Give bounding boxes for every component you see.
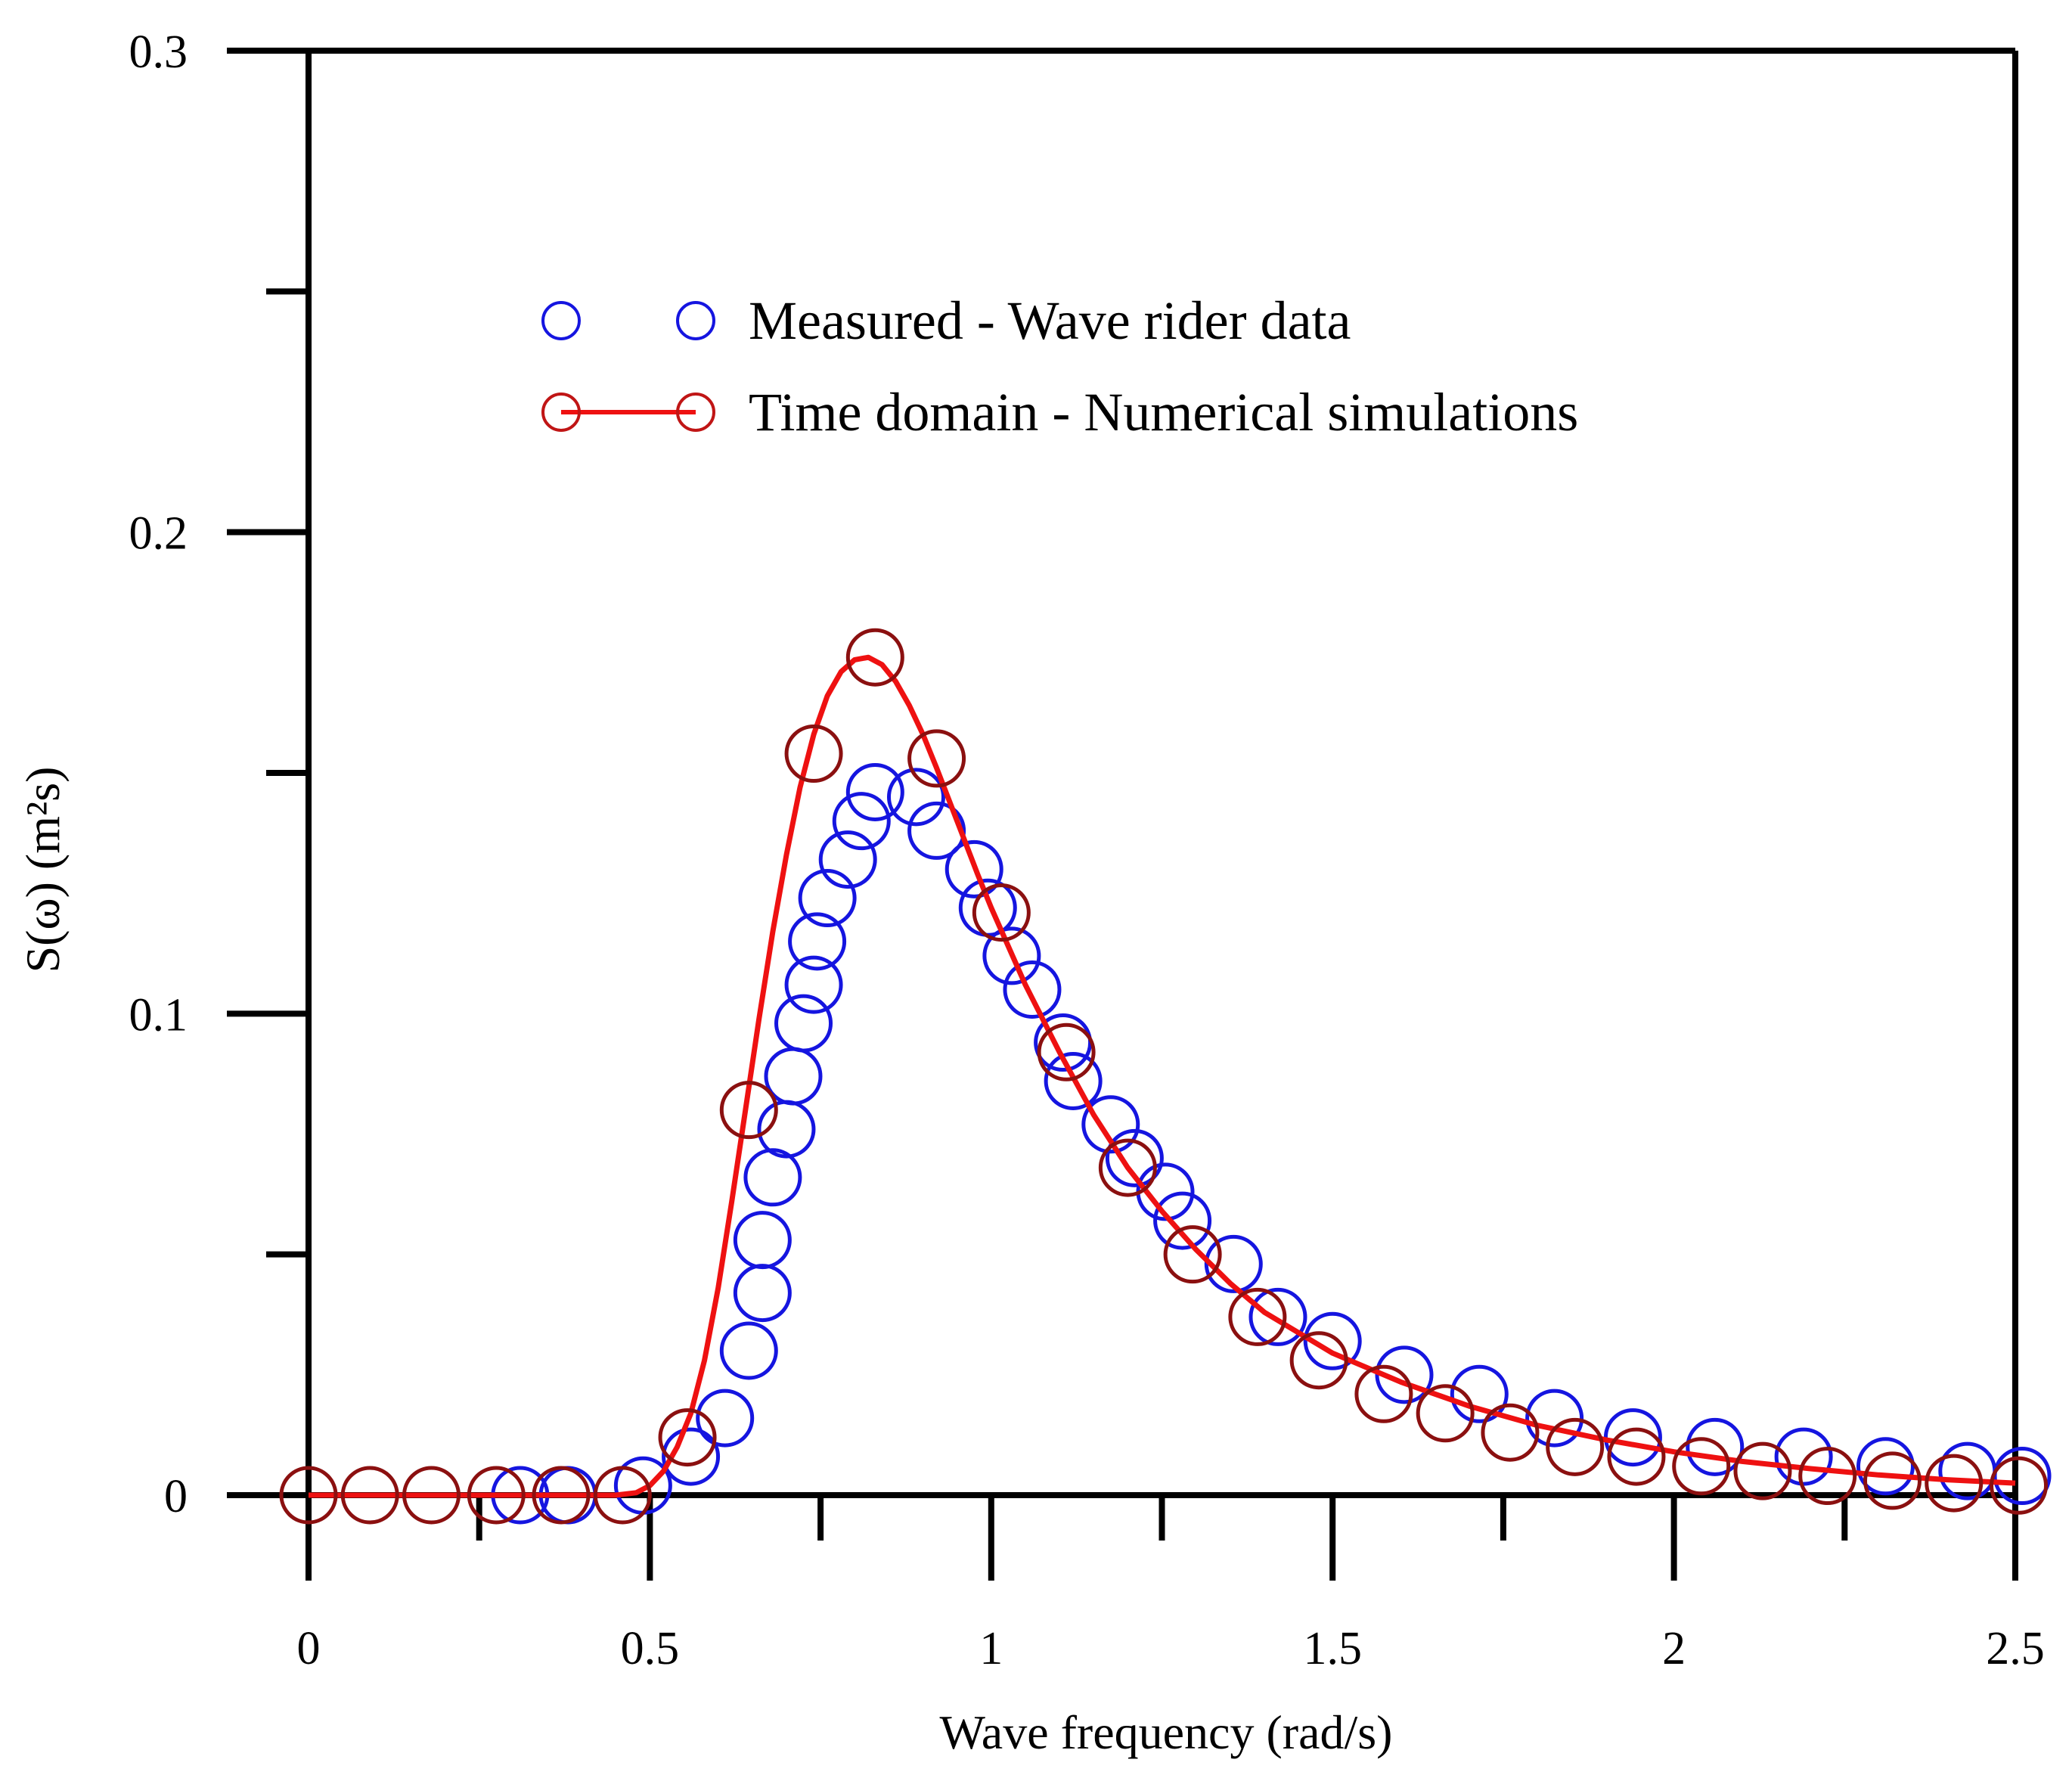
x-tick-label: 0 <box>297 1623 321 1674</box>
simulation-point <box>1733 1441 1792 1500</box>
simulation-point <box>845 628 904 687</box>
measured-point <box>907 801 966 860</box>
simulation-point <box>658 1408 717 1467</box>
measured-point <box>832 792 891 851</box>
simulation-point <box>1990 1456 2049 1515</box>
y-major-ticks <box>227 48 309 1498</box>
simulation-point <box>1416 1384 1475 1443</box>
x-tick-label: 2.5 <box>1986 1623 2045 1674</box>
x-tick-label: 1 <box>979 1623 1003 1674</box>
simulation-point <box>1546 1417 1605 1476</box>
simulation-point <box>907 729 966 788</box>
legend-measured-marker-2 <box>676 301 715 340</box>
simulation-point <box>972 883 1031 942</box>
simulation-point <box>1228 1287 1287 1346</box>
measured-point <box>1153 1191 1212 1250</box>
measured-point <box>982 926 1041 985</box>
x-major-ticks <box>306 1495 2018 1581</box>
measured-point <box>1856 1437 1915 1496</box>
measured-point <box>1003 960 1062 1019</box>
simulation-point <box>467 1466 526 1525</box>
y-tick-label: 0 <box>164 1471 188 1522</box>
simulation-point <box>1798 1447 1857 1506</box>
y-tick-label: 0.2 <box>129 508 188 560</box>
legend-simulation-marker-1 <box>541 393 581 432</box>
x-tick-labels: 0 0.5 1 1.5 2 2.5 <box>297 1623 2045 1674</box>
y-minor-ticks <box>266 288 309 1258</box>
simulation-point <box>1037 1022 1096 1081</box>
measured-point <box>743 1148 802 1207</box>
legend: Measured - Wave rider data Time domain -… <box>541 290 1578 442</box>
simulation-point <box>340 1466 399 1525</box>
x-tick-label: 1.5 <box>1303 1623 1362 1674</box>
simulation-point <box>1607 1427 1666 1486</box>
y-tick-labels: 0 0.1 0.2 0.3 <box>129 26 188 1522</box>
measured-point <box>1774 1427 1833 1486</box>
measured-point <box>845 762 904 821</box>
measured-point <box>1081 1095 1140 1154</box>
simulation-point <box>1672 1437 1731 1496</box>
x-tick-label: 0.5 <box>621 1623 680 1674</box>
series-simulation <box>279 628 2049 1525</box>
measured-point <box>662 1427 721 1486</box>
simulation-line <box>309 654 2016 1498</box>
measured-point <box>1303 1311 1362 1370</box>
measured-point <box>1044 1051 1103 1110</box>
simulation-point <box>532 1466 591 1525</box>
y-tick-label: 0.3 <box>129 26 188 78</box>
simulation-point <box>1863 1451 1922 1510</box>
measured-point <box>798 869 857 928</box>
simulation-point <box>1289 1331 1348 1390</box>
measured-point <box>1248 1287 1307 1346</box>
measured-point <box>1525 1389 1584 1448</box>
x-tick-label: 2 <box>1662 1623 1686 1674</box>
measured-point <box>944 839 1003 898</box>
simulation-point <box>1925 1454 1984 1513</box>
measured-point <box>788 912 847 971</box>
measured-point <box>886 768 945 827</box>
simulation-point <box>1354 1364 1413 1423</box>
simulation-point <box>593 1466 652 1525</box>
simulation-point <box>279 1466 338 1525</box>
simulation-point <box>719 1081 778 1140</box>
measured-point <box>774 994 833 1053</box>
measured-point <box>1204 1234 1263 1293</box>
y-axis-title: S(ω) (m²s) <box>16 767 70 973</box>
measured-point <box>1105 1128 1164 1187</box>
simulation-point <box>784 725 843 783</box>
simulation-point <box>402 1466 461 1525</box>
plot-data <box>279 628 2052 1525</box>
measured-point <box>818 830 877 889</box>
legend-measured-marker-1 <box>541 301 581 340</box>
legend-simulation-label: Time domain - Numerical simulations <box>749 382 1578 442</box>
measured-point <box>784 955 843 1014</box>
measured-point <box>1686 1417 1745 1476</box>
simulation-point <box>1098 1138 1157 1197</box>
x-axis-title: Wave frequency (rad/s) <box>940 1705 1393 1759</box>
x-minor-ticks <box>476 1495 1848 1541</box>
measured-point <box>696 1389 755 1448</box>
simulation-point <box>1163 1225 1222 1284</box>
measured-point <box>719 1321 778 1380</box>
simulation-point <box>1481 1403 1540 1462</box>
y-tick-label: 0.1 <box>129 989 188 1041</box>
legend-measured-label: Measured - Wave rider data <box>749 290 1351 351</box>
measured-point <box>733 1211 792 1270</box>
measured-point <box>1450 1364 1509 1423</box>
legend-simulation-marker-2 <box>676 393 715 432</box>
